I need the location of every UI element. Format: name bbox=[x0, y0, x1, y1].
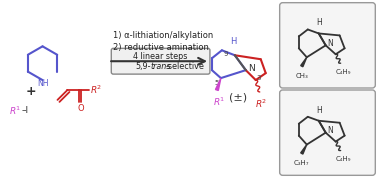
Text: O: O bbox=[77, 104, 84, 113]
Text: –I: –I bbox=[22, 106, 29, 115]
Text: 3: 3 bbox=[257, 75, 261, 81]
Text: CH₃: CH₃ bbox=[296, 73, 308, 79]
Text: +: + bbox=[25, 85, 36, 98]
Text: 1) α-lithiation/alkylation: 1) α-lithiation/alkylation bbox=[113, 31, 214, 40]
FancyBboxPatch shape bbox=[280, 90, 375, 175]
Text: $R^{1}$: $R^{1}$ bbox=[9, 105, 21, 117]
Polygon shape bbox=[301, 145, 307, 154]
Text: C₄H₉: C₄H₉ bbox=[336, 69, 352, 75]
Text: $R^{2}$: $R^{2}$ bbox=[254, 98, 267, 110]
Text: H: H bbox=[316, 106, 322, 115]
Polygon shape bbox=[215, 78, 221, 90]
Text: $R^{1}$: $R^{1}$ bbox=[213, 96, 225, 108]
Text: (±): (±) bbox=[229, 93, 247, 103]
Text: trans: trans bbox=[151, 62, 171, 70]
Text: -selective: -selective bbox=[166, 62, 204, 70]
Text: $R^{2}$: $R^{2}$ bbox=[90, 84, 103, 96]
Text: 5: 5 bbox=[215, 80, 219, 86]
FancyBboxPatch shape bbox=[280, 3, 375, 88]
Text: N: N bbox=[248, 64, 254, 73]
Text: C₄H₉: C₄H₉ bbox=[336, 156, 352, 163]
Text: N: N bbox=[328, 126, 333, 135]
Polygon shape bbox=[301, 57, 307, 67]
Text: H: H bbox=[230, 37, 236, 46]
Text: 9: 9 bbox=[224, 51, 228, 57]
Text: N: N bbox=[328, 39, 333, 48]
Text: NH: NH bbox=[37, 79, 48, 88]
Text: H: H bbox=[316, 19, 322, 27]
FancyBboxPatch shape bbox=[111, 48, 210, 74]
Text: C₃H₇: C₃H₇ bbox=[294, 160, 310, 166]
Text: 5,9-: 5,9- bbox=[135, 62, 151, 70]
Text: 4 linear steps: 4 linear steps bbox=[133, 52, 188, 61]
Text: 2) reductive amination: 2) reductive amination bbox=[113, 43, 209, 52]
